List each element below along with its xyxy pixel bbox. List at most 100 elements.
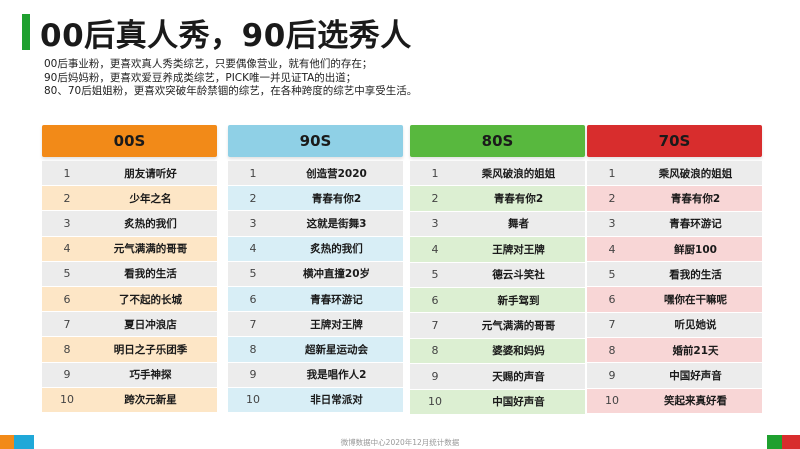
- table-row: 8 明日之子乐团季: [42, 337, 217, 363]
- description-line-00s: 00后事业粉，更喜欢真人秀类综艺，只要偶像营业，就有他们的存在；: [44, 58, 373, 70]
- table-row: 5 看我的生活: [42, 261, 217, 287]
- rank-number: 6: [249, 292, 257, 306]
- rank-number: 7: [431, 319, 439, 333]
- table-body: 1 乘风破浪的姐姐 2 青春有你2 3 舞者 4 王牌对王牌 5 德云斗笑社 6 新手驾到 7 元气满满的…: [410, 161, 585, 415]
- show-name: 创造营2020: [306, 167, 367, 180]
- show-name: 天赐的声音: [492, 370, 545, 383]
- corner-decoration-orange: [0, 435, 14, 449]
- rank-number: 3: [249, 216, 257, 230]
- table-row: 7 元气满满的哥哥: [410, 313, 585, 339]
- table-header-70s: 70S: [587, 125, 762, 157]
- show-name: 巧手神探: [129, 369, 172, 382]
- table-row: 1 朋友请听好: [42, 161, 217, 187]
- show-name: 听见她说: [674, 319, 717, 332]
- rank-number: 2: [249, 191, 257, 205]
- rank-number: 1: [431, 166, 439, 180]
- rank-number: 10: [428, 395, 442, 409]
- table-header-80s: 80S: [410, 125, 585, 157]
- show-name: 夏日冲浪店: [124, 318, 177, 331]
- table-row: 2 青春有你2: [410, 186, 585, 212]
- show-name: 超新星运动会: [305, 343, 368, 356]
- rank-number: 3: [608, 217, 616, 231]
- table-row: 4 炙热的我们: [228, 236, 403, 262]
- show-name: 笑起来真好看: [664, 395, 727, 408]
- table-row: 9 中国好声音: [587, 363, 762, 389]
- table-row: 4 元气满满的哥哥: [42, 236, 217, 262]
- table-row: 9 天赐的声音: [410, 364, 585, 390]
- show-name: 舞者: [508, 218, 529, 231]
- table-row: 5 看我的生活: [587, 262, 762, 288]
- corner-decoration-red: [782, 435, 800, 449]
- rank-number: 1: [249, 166, 257, 180]
- table-row: 6 新手驾到: [410, 287, 585, 314]
- rank-number: 8: [608, 343, 616, 357]
- table-row: 1 乘风破浪的姐姐: [410, 161, 585, 187]
- rank-number: 9: [63, 368, 71, 382]
- show-name: 中国好声音: [492, 396, 545, 409]
- show-name: 横冲直撞20岁: [302, 268, 371, 281]
- show-name: 青春环游记: [669, 218, 722, 231]
- show-name: 王牌对王牌: [310, 318, 363, 331]
- table-row: 9 我是唱作人2: [228, 362, 403, 388]
- rank-number: 9: [608, 369, 616, 383]
- show-name: 元气满满的哥哥: [113, 243, 188, 256]
- rank-number: 2: [431, 192, 439, 206]
- table-row: 3 舞者: [410, 211, 585, 238]
- table-row: 10 笑起来真好看: [587, 388, 762, 414]
- show-name: 看我的生活: [669, 268, 722, 281]
- description: 00后事业粉，更喜欢真人秀类综艺，只要偶像营业，就有他们的存在； 90后妈妈粉，…: [44, 58, 417, 99]
- rank-number: 4: [431, 242, 439, 256]
- rank-number: 5: [608, 267, 616, 281]
- show-name: 婚前21天: [672, 344, 719, 357]
- table-row: 8 婚前21天: [587, 338, 762, 364]
- show-name: 明日之子乐团季: [113, 343, 188, 356]
- show-name: 鲜厨100: [674, 243, 717, 256]
- rank-number: 2: [608, 191, 616, 205]
- title-accent-bar: [22, 14, 30, 50]
- corner-decoration-blue: [14, 435, 34, 449]
- table-header-00s: 00S: [42, 125, 217, 157]
- show-name: 炙热的我们: [124, 217, 177, 230]
- rank-number: 7: [249, 317, 257, 331]
- show-name: 我是唱作人2: [306, 369, 367, 382]
- rank-number: 6: [608, 293, 616, 307]
- rank-number: 10: [605, 394, 619, 408]
- show-name: 非日常派对: [310, 394, 363, 407]
- table-row: 10 非日常派对: [228, 387, 403, 413]
- table-row: 9 巧手神探: [42, 362, 217, 388]
- show-name: 了不起的长城: [119, 293, 182, 306]
- table-row: 7 听见她说: [587, 312, 762, 339]
- table-row: 5 德云斗笑社: [410, 262, 585, 288]
- rank-number: 1: [63, 166, 71, 180]
- rank-number: 3: [63, 216, 71, 230]
- table-row: 10 中国好声音: [410, 389, 585, 415]
- rank-number: 10: [246, 393, 260, 407]
- rank-number: 9: [431, 369, 439, 383]
- show-name: 德云斗笑社: [492, 269, 545, 282]
- table-row: 6 了不起的长城: [42, 286, 217, 313]
- show-name: 中国好声音: [669, 370, 722, 383]
- table-row: 2 青春有你2: [587, 186, 762, 212]
- show-name: 炙热的我们: [310, 243, 363, 256]
- show-name: 跨次元新星: [124, 394, 177, 407]
- rank-number: 1: [608, 166, 616, 180]
- table-row: 1 创造营2020: [228, 161, 403, 187]
- rank-number: 4: [249, 242, 257, 256]
- show-name: 嘿你在干嘛呢: [664, 294, 727, 307]
- show-name: 青春有你2: [311, 192, 362, 205]
- show-name: 元气满满的哥哥: [481, 320, 556, 333]
- rank-number: 5: [249, 267, 257, 281]
- rank-number: 7: [608, 318, 616, 332]
- show-name: 青春有你2: [670, 192, 721, 205]
- table-row: 6 嘿你在干嘛呢: [587, 287, 762, 313]
- show-name: 新手驾到: [497, 294, 540, 307]
- description-line-80s-70s: 80、70后姐姐粉，更喜欢突破年龄禁锢的综艺，在各种跨度的综艺中享受生活。: [44, 85, 418, 97]
- table-row: 3 这就是街舞3: [228, 211, 403, 237]
- table-row: 1 乘风破浪的姐姐: [587, 161, 762, 187]
- rank-number: 5: [431, 268, 439, 282]
- rank-number: 9: [249, 368, 257, 382]
- table-row: 8 超新星运动会: [228, 337, 403, 363]
- show-name: 这就是街舞3: [306, 217, 367, 230]
- table-row: 6 青春环游记: [228, 286, 403, 313]
- table-row: 3 青春环游记: [587, 211, 762, 237]
